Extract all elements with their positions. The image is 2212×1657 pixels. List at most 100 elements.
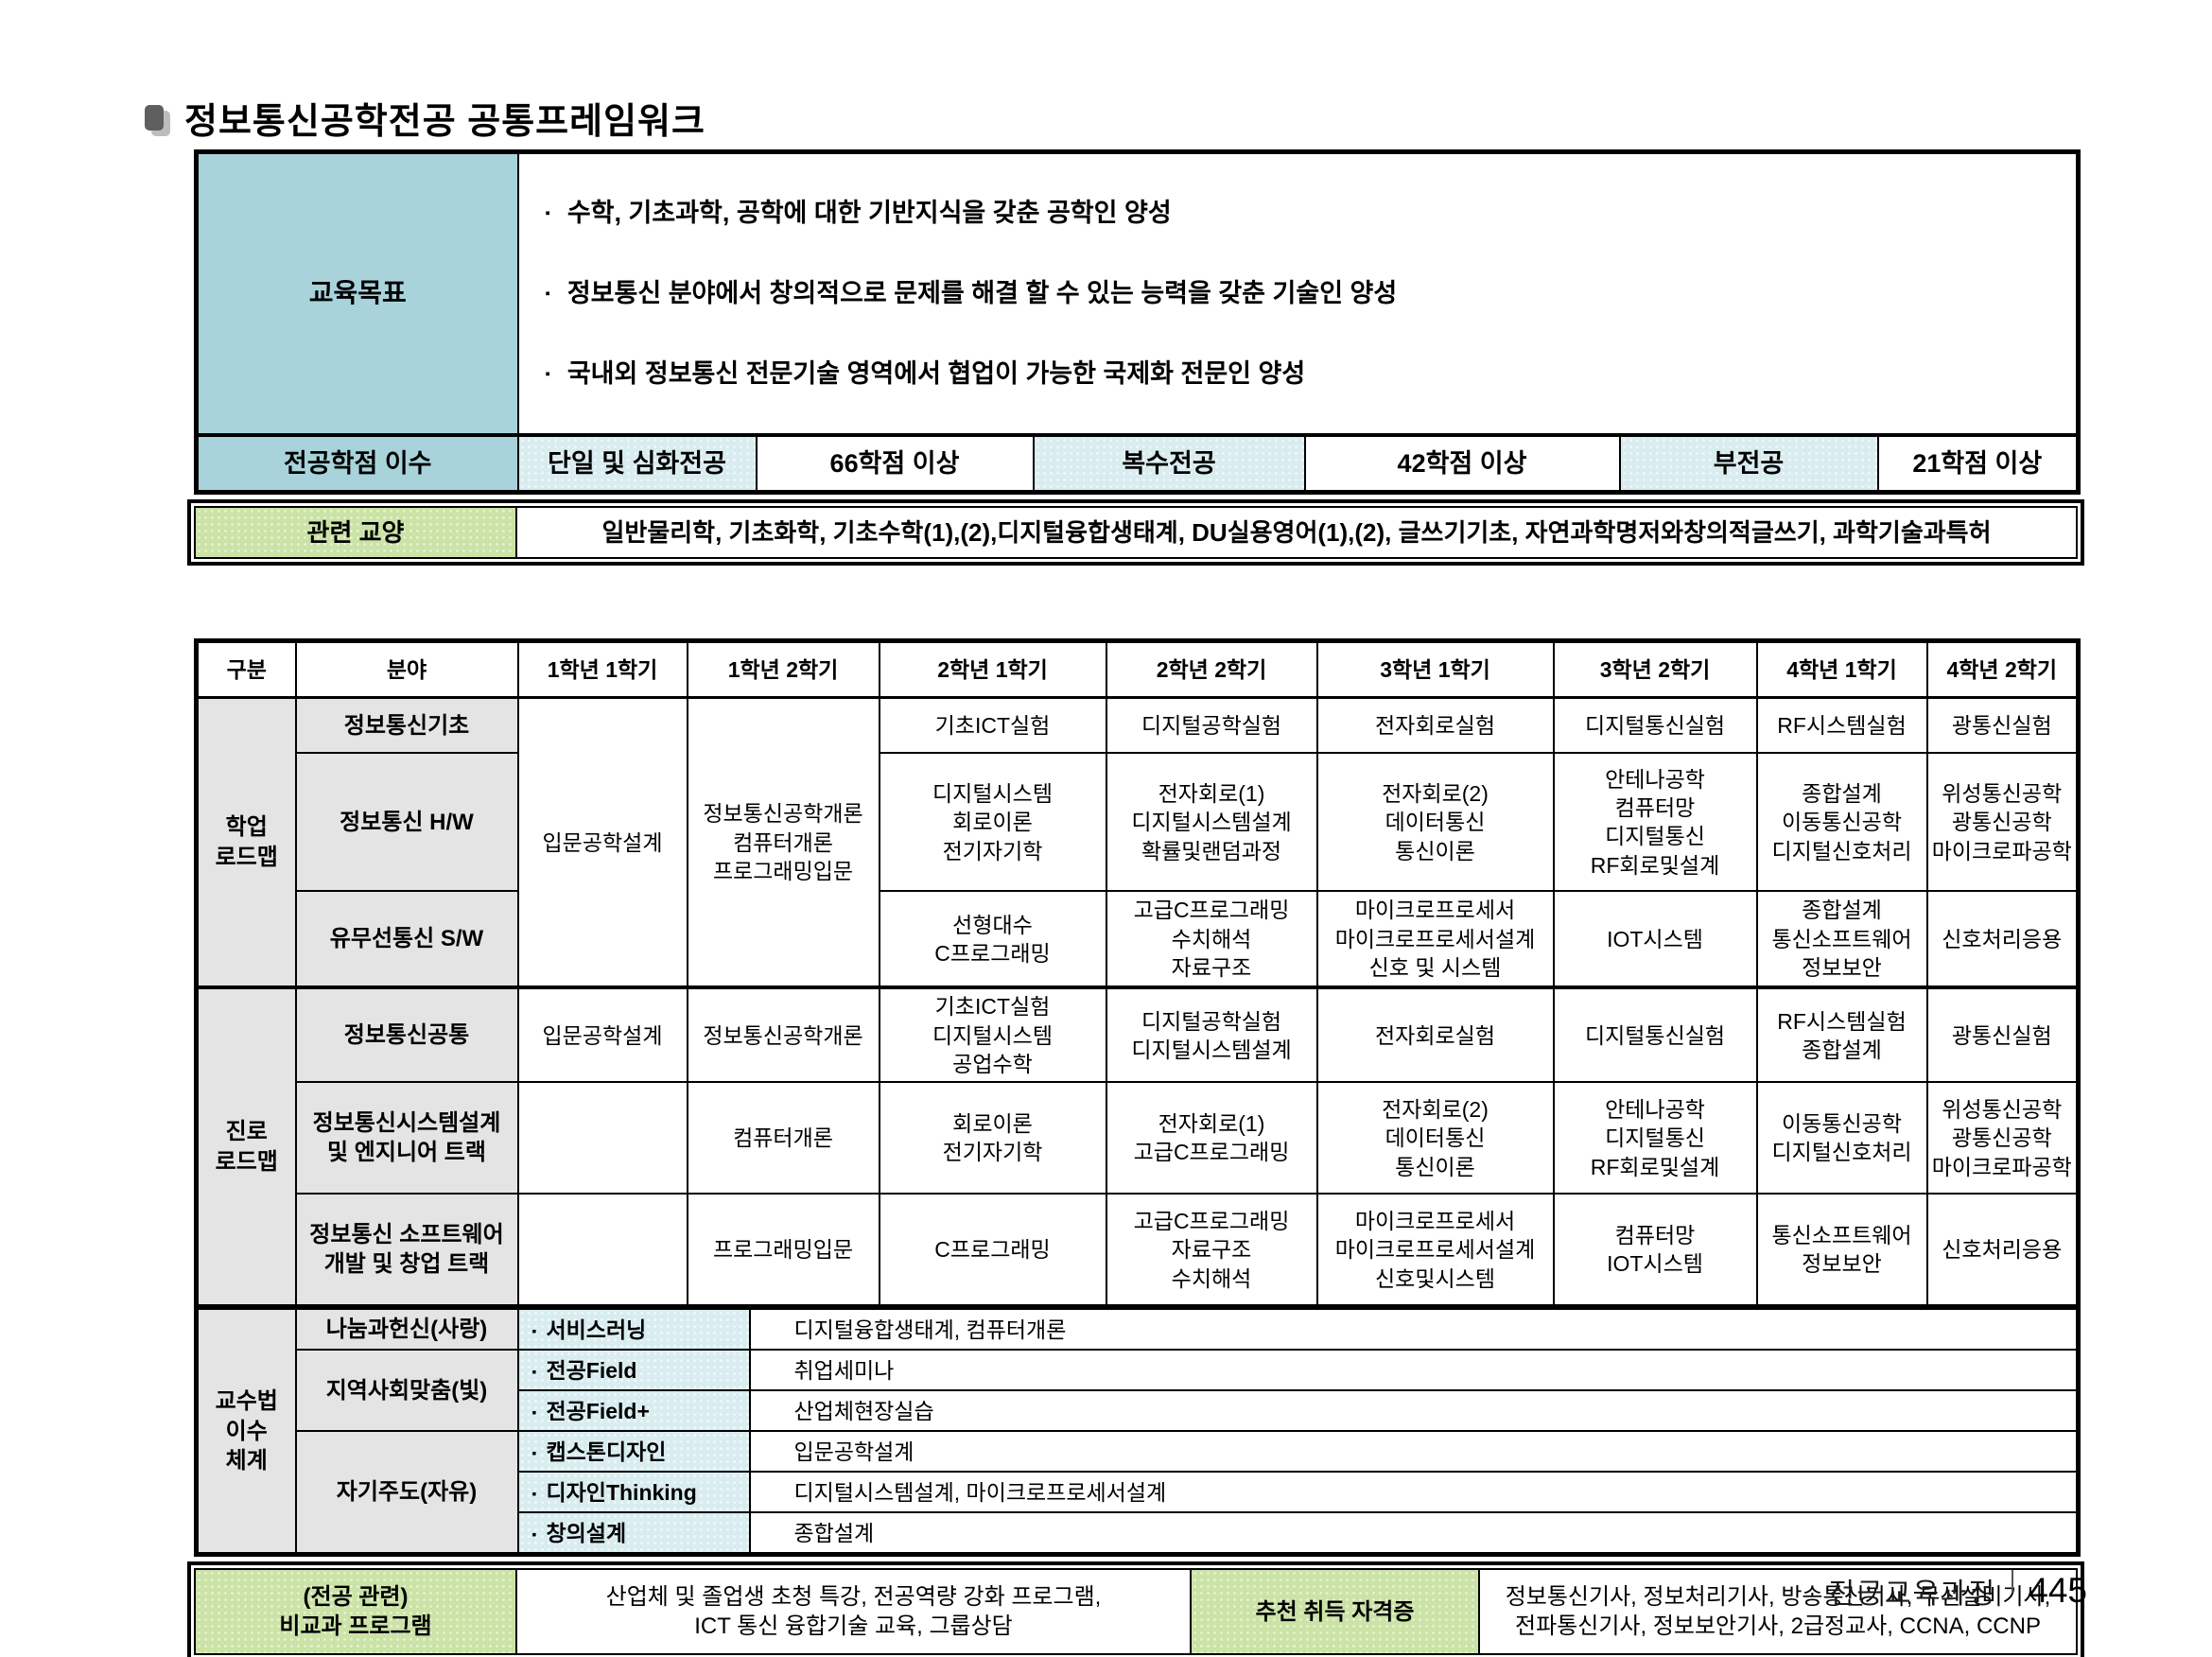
category-cell: 나눔과헌신(사랑)	[294, 1307, 519, 1352]
header-y1s1: 1학년 1학기	[516, 639, 688, 700]
table-row: ▪ 창의설계 종합설계	[197, 1511, 2080, 1556]
liberal-arts-courses: 일반물리학, 기초화학, 기초수학(1),(2),디지털융합생태계, DU실용영…	[515, 506, 2078, 560]
table-row: 자기주도(자유) ▪ 캡스톤디자인 입문공학설계	[197, 1430, 2080, 1556]
table-row: 정보통신 소프트웨어 개발 및 창업 트랙 프로그래밍입문 C프로그래밍 고급C…	[197, 1193, 2080, 1307]
goal-text: 국내외 정보통신 전문기술 영역에서 협업이 가능한 국제화 전문인 양성	[566, 359, 1306, 389]
field-cell: 정보통신공통	[294, 985, 519, 1084]
table-row: ▪ 디자인Thinking 디지털시스템설계, 마이크로프로세서설계	[197, 1471, 2080, 1514]
goal-text: 정보통신 분야에서 창의적으로 문제를 해결 할 수 있는 능력을 갖춘 기술인…	[566, 278, 1398, 307]
table-row: 정보통신 H/W 디지털시스템 회로이론 전기자기학 전자회로(1) 디지털시스…	[197, 752, 2080, 893]
table-row: 정보통신시스템설계 및 엔지니어 트랙 컴퓨터개론 회로이론 전기자기학 전자회…	[197, 1081, 2080, 1195]
course-cell	[516, 1193, 688, 1307]
header-y1s2: 1학년 2학기	[686, 639, 880, 700]
course-cell: RF시스템실험	[1755, 696, 1928, 755]
course-cell: 전자회로실험	[1315, 696, 1555, 755]
extracurricular-programs: 산업체 및 졸업생 초청 특강, 전공역량 강화 프로그램, ICT 통신 융합…	[515, 1568, 1192, 1656]
course-cell: 컴퓨터망 IOT시스템	[1552, 1193, 1758, 1307]
course-cell: 신호처리응용	[1925, 1193, 2080, 1307]
credit-value: 42학점 이상	[1303, 433, 1621, 494]
credits-label: 전공학점 이수	[195, 433, 519, 494]
method-courses: 취업세미나	[748, 1349, 2080, 1392]
header-gubun: 구분	[195, 639, 297, 700]
course-cell: 광통신실험	[1925, 985, 2080, 1084]
field-cell: 정보통신 소프트웨어 개발 및 창업 트랙	[294, 1193, 519, 1307]
group-cell-career: 진로 로드맵	[195, 985, 297, 1307]
course-cell: 위성통신공학 광통신공학 마이크로파공학	[1925, 1081, 2080, 1195]
method-courses: 디지털융합생태계, 컴퓨터개론	[748, 1307, 2080, 1352]
category-cell: 자기주도(자유)	[294, 1430, 519, 1556]
liberal-arts-label: 관련 교양	[194, 506, 517, 560]
method-cell: ▪ 서비스러닝	[516, 1307, 751, 1352]
table-row: ▪ 전공Field+ 산업체현장실습	[197, 1389, 2080, 1433]
field-cell: 유무선통신 S/W	[294, 890, 519, 989]
square-bullet-icon: ▪	[531, 1444, 537, 1460]
method-label: 서비스러닝	[546, 1317, 647, 1342]
square-bullet-icon: ▪	[531, 1404, 537, 1420]
course-cell: 안테나공학 디지털통신 RF회로및설계	[1552, 1081, 1758, 1195]
curriculum-table: 구분 분야 1학년 1학기 1학년 2학기 2학년 1학기 2학년 2학기 3학…	[194, 638, 2081, 1307]
course-cell: 전자회로실험	[1315, 985, 1555, 1084]
course-cell: 디지털통신실험	[1552, 696, 1758, 755]
page-content: 정보통신공학전공 공통프레임워크 교육목표 ▪ 수학, 기초과학, 공학에 대한 …	[145, 93, 2084, 1657]
credit-type: 단일 및 심화전공	[516, 433, 758, 494]
course-cell: 회로이론 전기자기학	[878, 1081, 1107, 1195]
course-cell: 기초ICT실험 디지털시스템 공업수학	[878, 985, 1107, 1084]
table-row: 학업 로드맵 정보통신기초 입문공학설계 정보통신공학개론 컴퓨터개론 프로그래…	[195, 696, 2080, 989]
field-cell: 정보통신 H/W	[294, 752, 519, 893]
group-cell-academic: 학업 로드맵	[195, 696, 297, 989]
course-cell: 광통신실험	[1925, 696, 2080, 755]
method-cell: ▪ 전공Field	[516, 1349, 751, 1392]
method-courses: 입문공학설계	[748, 1430, 2080, 1474]
course-cell: 위성통신공학 광통신공학 마이크로파공학	[1925, 752, 2080, 893]
course-cell: 기초ICT실험	[878, 696, 1107, 755]
header-y4s2: 4학년 2학기	[1925, 639, 2080, 700]
footer-divider	[2012, 1570, 2014, 1593]
course-cell: 통신소프트웨어 정보보안	[1755, 1193, 1928, 1307]
field-cell: 정보통신기초	[294, 696, 519, 755]
course-cell: 전자회로(1) 고급C프로그래밍	[1105, 1081, 1318, 1195]
course-cell: 정보통신공학개론	[686, 985, 880, 1084]
square-bullet-icon: ▪	[531, 1322, 537, 1338]
certificates-label: 추천 취득 자격증	[1190, 1568, 1480, 1656]
course-cell: 디지털공학실험 디지털시스템설계	[1105, 985, 1318, 1084]
table-row: 유무선통신 S/W 선형대수 C프로그래밍 고급C프로그래밍 수치해석 자료구조…	[197, 890, 2080, 989]
method-courses: 종합설계	[748, 1511, 2080, 1556]
footer-section-label: 전공교육과정	[1828, 1579, 1997, 1610]
course-cell: 마이크로프로세서 마이크로프로세서설계 신호및시스템	[1315, 1193, 1555, 1307]
method-label: 디자인Thinking	[546, 1479, 697, 1505]
credit-type: 복수전공	[1032, 433, 1306, 494]
method-label: 전공Field	[546, 1357, 637, 1383]
course-cell: 마이크로프로세서 마이크로프로세서설계 신호 및 시스템	[1315, 890, 1555, 989]
title-row: 정보통신공학전공 공통프레임워크	[145, 93, 2076, 142]
course-cell: RF시스템실험 종합설계	[1755, 985, 1928, 1084]
course-cell: 고급C프로그래밍 수치해석 자료구조	[1105, 890, 1318, 989]
method-label: 창의설계	[546, 1520, 627, 1545]
category-cell: 지역사회맞춤(빛)	[294, 1349, 519, 1433]
table-row: 지역사회맞춤(빛) ▪ 전공Field 취업세미나	[197, 1349, 2080, 1433]
course-cell: 고급C프로그래밍 자료구조 수치해석	[1105, 1193, 1318, 1307]
course-cell: 입문공학설계	[516, 985, 688, 1084]
course-cell: 전자회로(2) 데이터통신 통신이론	[1315, 752, 1555, 893]
field-cell: 정보통신시스템설계 및 엔지니어 트랙	[294, 1081, 519, 1195]
course-cell: 안테나공학 컴퓨터망 디지털통신 RF회로및설계	[1552, 752, 1758, 893]
course-cell: 디지털시스템 회로이론 전기자기학	[878, 752, 1107, 893]
header-row: 구분 분야 1학년 1학기 1학년 2학기 2학년 1학기 2학년 2학기 3학…	[195, 639, 2080, 700]
method-cell: ▪ 창의설계	[516, 1511, 751, 1556]
course-cell: 선형대수 C프로그래밍	[878, 890, 1107, 989]
course-cell: 신호처리응용	[1925, 890, 2080, 989]
page-number: 445	[2029, 1571, 2087, 1610]
table-row: 진로 로드맵 정보통신공통 입문공학설계 정보통신공학개론 기초ICT실험 디지…	[195, 985, 2080, 1307]
header-y3s2: 3학년 2학기	[1552, 639, 1758, 700]
pedagogy-table: 교수법 이수 체계 나눔과헌신(사랑) ▪ 서비스러닝 디지털융합생태계, 컴퓨터…	[194, 1306, 2081, 1558]
header-field: 분야	[294, 639, 519, 700]
goals-credits-table: 교육목표 ▪ 수학, 기초과학, 공학에 대한 기반지식을 갖춘 공학인 양성 ▪…	[194, 149, 2081, 496]
goal-item: ▪ 수학, 기초과학, 공학에 대한 기반지식을 갖춘 공학인 양성	[546, 197, 2073, 231]
course-cell: 전자회로(2) 데이터통신 통신이론	[1315, 1081, 1555, 1195]
header-y3s1: 3학년 1학기	[1315, 639, 1555, 700]
table-row: 교수법 이수 체계 나눔과헌신(사랑) ▪ 서비스러닝 디지털융합생태계, 컴퓨터…	[195, 1307, 2080, 1556]
header-y2s2: 2학년 2학기	[1105, 639, 1318, 700]
method-label: 전공Field+	[546, 1398, 650, 1423]
course-cell: 정보통신공학개론 컴퓨터개론 프로그래밍입문	[686, 696, 880, 989]
square-bullet-icon: ▪	[531, 1485, 537, 1501]
bullet-icon: ▪	[545, 285, 550, 302]
